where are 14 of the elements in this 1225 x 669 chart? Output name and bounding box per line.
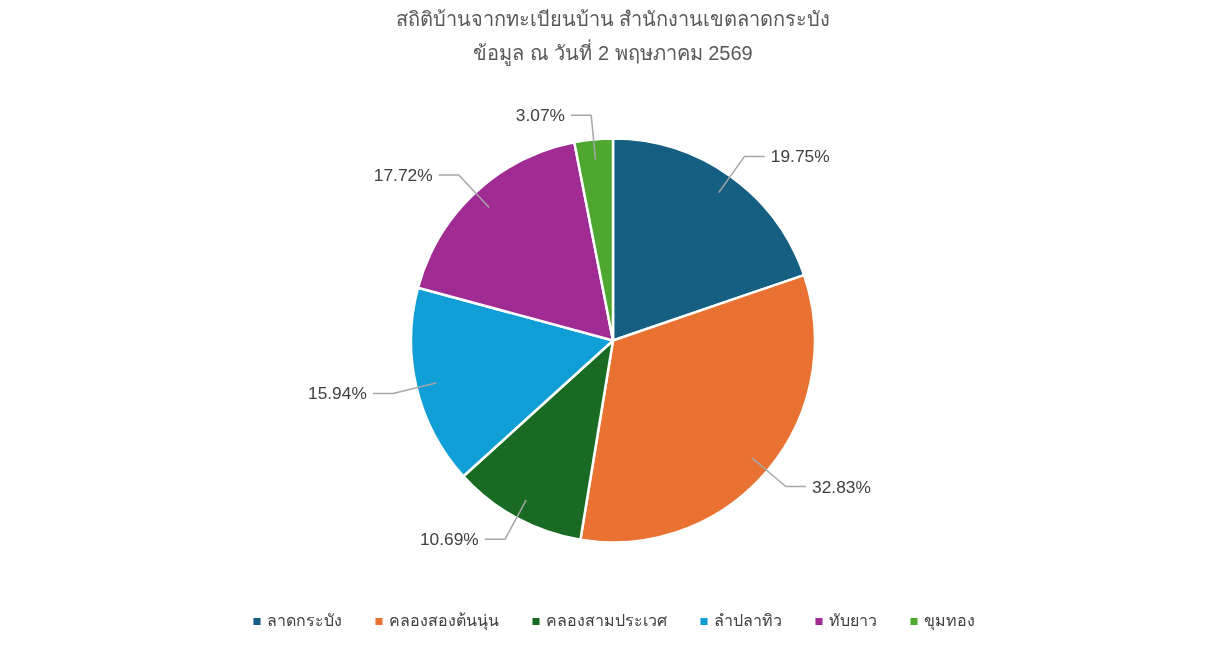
data-label: 32.83% [812,476,871,497]
data-label: 10.69% [419,529,479,550]
legend-label: ขุมทอง [924,611,975,633]
legend-label: คลองสามประเวศ [546,611,667,631]
legend-label: ทับยาว [829,611,877,631]
data-label: 15.94% [308,383,367,404]
data-label: 19.75% [770,146,830,167]
chart-title: สถิติบ้านจากทะเบียนบ้าน สำนักงานเขตลาดกระบัง [395,7,831,30]
legend-label: ลาดกระบัง [267,611,342,631]
chart-subtitle: ข้อมูล ณ วันที่ 2 พฤษภาคม 2569 [473,38,753,66]
data-label: 3.07% [515,105,565,126]
legend-label: ลำปลาทิว [714,611,782,631]
legend-label: คลองสองต้นนุ่น [389,611,499,633]
data-label: 17.72% [373,164,433,185]
